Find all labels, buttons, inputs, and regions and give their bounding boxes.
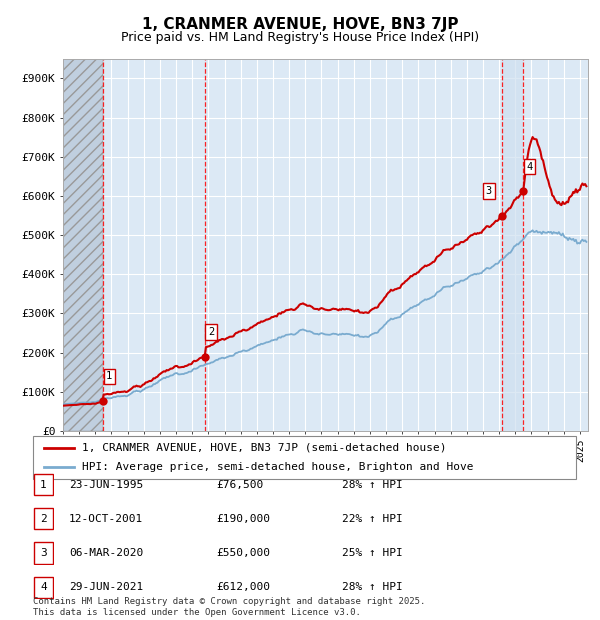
- Text: HPI: Average price, semi-detached house, Brighton and Hove: HPI: Average price, semi-detached house,…: [82, 463, 473, 472]
- Text: 12-OCT-2001: 12-OCT-2001: [69, 514, 143, 524]
- Text: 1, CRANMER AVENUE, HOVE, BN3 7JP: 1, CRANMER AVENUE, HOVE, BN3 7JP: [142, 17, 458, 32]
- Text: 06-MAR-2020: 06-MAR-2020: [69, 548, 143, 558]
- Text: 4: 4: [526, 162, 533, 172]
- Text: 1, CRANMER AVENUE, HOVE, BN3 7JP (semi-detached house): 1, CRANMER AVENUE, HOVE, BN3 7JP (semi-d…: [82, 443, 446, 453]
- Text: 22% ↑ HPI: 22% ↑ HPI: [342, 514, 403, 524]
- Text: £612,000: £612,000: [216, 582, 270, 592]
- FancyBboxPatch shape: [34, 474, 53, 495]
- Text: 2: 2: [208, 327, 214, 337]
- Text: 23-JUN-1995: 23-JUN-1995: [69, 480, 143, 490]
- Bar: [63, 59, 103, 431]
- Text: 4: 4: [40, 582, 47, 592]
- FancyBboxPatch shape: [33, 436, 576, 479]
- Text: 29-JUN-2021: 29-JUN-2021: [69, 582, 143, 592]
- Text: Contains HM Land Registry data © Crown copyright and database right 2025.
This d: Contains HM Land Registry data © Crown c…: [33, 598, 425, 617]
- FancyBboxPatch shape: [34, 577, 53, 598]
- Bar: [502, 59, 523, 431]
- Text: £76,500: £76,500: [216, 480, 263, 490]
- Text: 2: 2: [40, 514, 47, 524]
- Text: 3: 3: [486, 186, 492, 196]
- Text: 1: 1: [106, 371, 112, 381]
- Text: £550,000: £550,000: [216, 548, 270, 558]
- Text: Price paid vs. HM Land Registry's House Price Index (HPI): Price paid vs. HM Land Registry's House …: [121, 31, 479, 44]
- Text: 28% ↑ HPI: 28% ↑ HPI: [342, 582, 403, 592]
- Text: 1: 1: [40, 480, 47, 490]
- Text: 3: 3: [40, 548, 47, 558]
- Text: 25% ↑ HPI: 25% ↑ HPI: [342, 548, 403, 558]
- Text: 28% ↑ HPI: 28% ↑ HPI: [342, 480, 403, 490]
- FancyBboxPatch shape: [34, 542, 53, 564]
- FancyBboxPatch shape: [34, 508, 53, 529]
- Text: £190,000: £190,000: [216, 514, 270, 524]
